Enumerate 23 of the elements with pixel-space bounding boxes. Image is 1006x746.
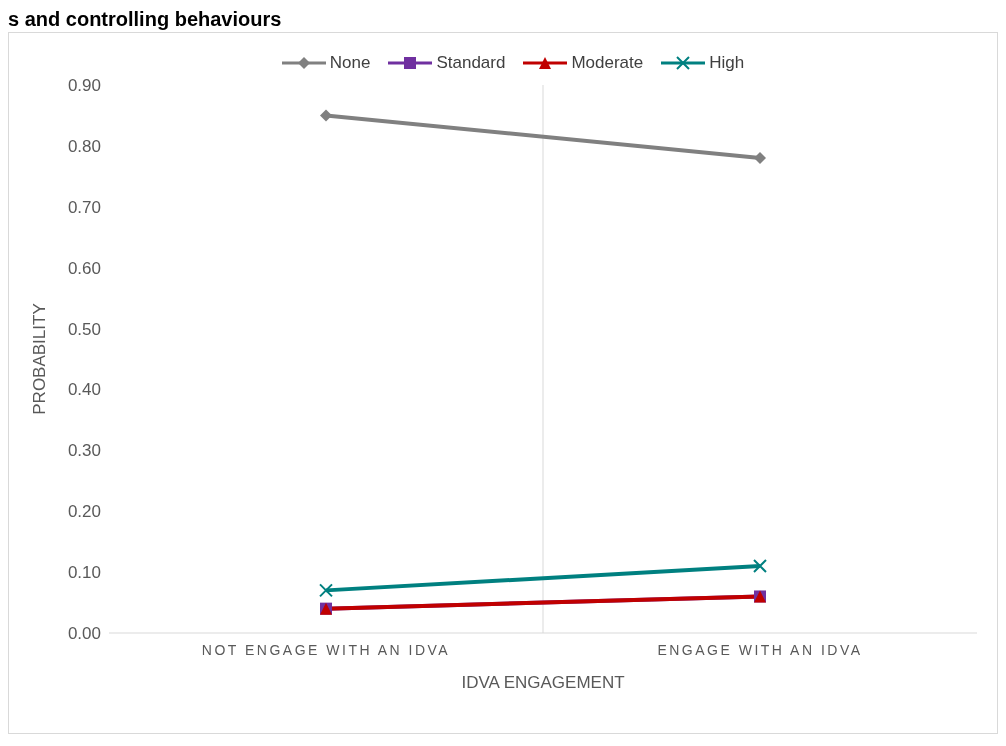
y-tick-label: 0.30: [67, 441, 101, 461]
y-tick-label: 0.20: [67, 502, 101, 522]
y-tick-label: 0.40: [67, 380, 101, 400]
y-tick-label: 0.50: [67, 319, 101, 339]
y-tick-label: 0.90: [67, 76, 101, 96]
y-tick-label: 0.70: [67, 197, 101, 217]
point: [320, 109, 332, 122]
y-tick-label: 0.00: [67, 624, 101, 644]
point: [753, 559, 767, 574]
y-tick-label: 0.80: [67, 136, 101, 156]
legend-label: None: [328, 53, 371, 73]
legend-label: Moderate: [570, 53, 644, 73]
y-tick-label: 0.10: [67, 563, 101, 583]
y-tick-label: 0.60: [67, 258, 101, 278]
point: [319, 583, 333, 598]
legend-label: Standard: [435, 53, 506, 73]
chart-title: s and controlling behaviours: [8, 8, 283, 32]
x-tick-label: NOT ENGAGE WITH AN IDVA: [201, 642, 451, 658]
y-axis-title: PROBABILITY: [30, 303, 50, 415]
legend-label: High: [708, 53, 745, 73]
point: [754, 152, 766, 165]
x-axis-title: IDVA ENGAGEMENT: [461, 673, 625, 692]
x-tick-label: ENGAGE WITH AN IDVA: [657, 642, 863, 658]
